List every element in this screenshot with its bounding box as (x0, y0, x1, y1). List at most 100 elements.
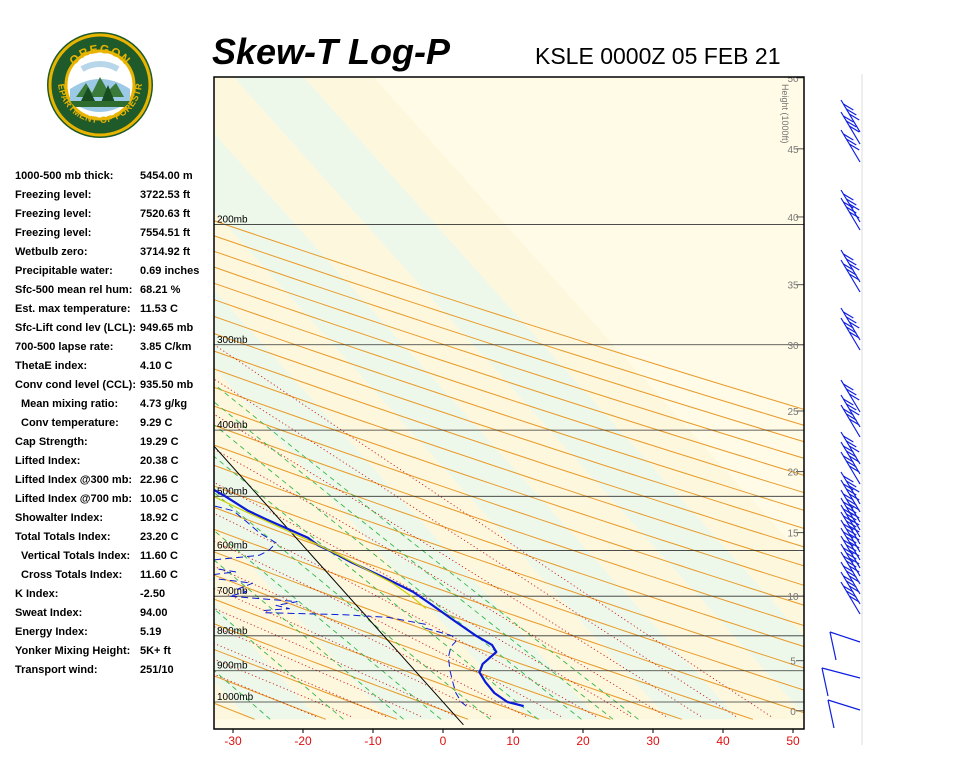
wind-barb (840, 561, 861, 595)
wind-barb-feather (843, 201, 854, 209)
wind-barb-feather (846, 198, 857, 206)
wind-barb (840, 317, 861, 351)
index-label: Showalter Index: (15, 512, 104, 524)
index-row: Sfc-500 mean rel hum: 68.21 % (15, 284, 215, 303)
index-row: Yonker Mixing Height: 5K+ ft (15, 645, 215, 664)
wind-barb-staff (840, 249, 861, 283)
wind-barb-feather (846, 506, 857, 514)
oregon-department-of-forestry-logo: OREGON DEPARTMENT OF FORESTRY (46, 31, 153, 138)
index-label: Wetbulb zero: (15, 246, 88, 258)
wind-barb-feather (843, 253, 854, 261)
height-tick-label: 5 (790, 657, 796, 668)
index-label: Lifted Index @300 mb: (15, 474, 133, 486)
wind-barb-staff (840, 394, 861, 428)
index-value: 3.85 C/km (140, 341, 192, 353)
dry-adiabat (214, 250, 804, 443)
wind-barb (840, 497, 861, 531)
index-row: Showalter Index: 18.92 C (15, 512, 215, 531)
dry-adiabat (214, 444, 804, 648)
index-value: 20.38 C (140, 455, 179, 467)
height-tick-label: 35 (787, 281, 799, 292)
mixing-ratio-label: 5 (72, 374, 85, 386)
isobar-label: 400mb (217, 420, 248, 431)
index-value: 11.53 C (140, 303, 178, 315)
wind-barb-staff (840, 571, 861, 605)
dry-adiabat (214, 551, 682, 720)
wind-barb-feather (846, 108, 857, 116)
x-tick-label: -30 (224, 734, 242, 748)
dry-adiabat (214, 598, 540, 720)
index-row: 700-500 lapse rate: 3.85 C/km (15, 341, 215, 360)
wind-barb (821, 667, 861, 697)
index-label: Yonker Mixing Height: (15, 645, 131, 657)
station-time-label: KSLE 0000Z 05 FEB 21 (535, 43, 781, 69)
wind-barb-feather (843, 398, 854, 406)
wind-barb-feather (848, 525, 860, 533)
isobar-label: 900mb (217, 661, 248, 672)
index-row: Freezing level: 7520.63 ft (15, 208, 215, 227)
wind-barb-column (821, 74, 863, 745)
index-label: Sweat Index: (15, 607, 83, 619)
wind-barb-feather (843, 515, 854, 523)
index-value: 251/10 (140, 664, 174, 676)
dry-adiabat (214, 386, 804, 586)
index-row: Freezing level: 7554.51 ft (15, 227, 215, 246)
wind-barb-feather (843, 555, 854, 563)
height-tick-label: 0 (790, 707, 796, 718)
index-value: 0.69 inches (140, 265, 200, 277)
index-label: 700-500 lapse rate: (15, 341, 114, 353)
axis-labels: -30 -20 -10 0 10 20 30 40 50 (224, 729, 800, 748)
index-row: Lifted Index: 20.38 C (15, 455, 215, 474)
dry-adiabat (214, 220, 804, 410)
index-label: Lifted Index: (15, 455, 81, 467)
mixing-ratio-line (214, 491, 491, 720)
wind-barb-staff (840, 307, 861, 341)
index-row: Energy Index: 5.19 (15, 626, 215, 645)
wind-barb-staff (840, 111, 861, 145)
dry-adiabat (214, 235, 804, 426)
wind-barb-feather (848, 331, 860, 339)
index-row: Vertical Totals Index: 11.60 C (15, 550, 215, 569)
index-label: Cap Strength: (15, 436, 88, 448)
wind-barb-feather (848, 549, 860, 557)
dry-adiabat (214, 368, 804, 567)
mixing-ratio-label-group: 3 (29, 374, 42, 386)
isobar-label: 300mb (217, 335, 248, 346)
wind-barb (827, 699, 861, 729)
temperature-band (214, 680, 249, 720)
index-label: Sfc-500 mean rel hum: (15, 284, 133, 296)
wind-barb (840, 571, 861, 605)
index-label: ThetaE index: (15, 360, 88, 372)
index-value: -2.50 (140, 588, 166, 600)
index-row: Lifted Index @300 mb: 22.96 C (15, 474, 215, 493)
index-label: Conv temperature: (21, 417, 119, 429)
x-tick-label: -10 (364, 734, 382, 748)
index-value: 9.29 C (140, 417, 173, 429)
stability-indices-panel: 1000-500 mb thick: 5454.00 m Freezing leve… (15, 170, 215, 683)
wind-barb-feather (848, 575, 860, 583)
height-tick-label: 20 (787, 468, 799, 479)
height-axis-label-group: Height (1000ft) (780, 84, 790, 144)
wind-barb (840, 197, 861, 231)
wind-barb-staff (840, 441, 861, 475)
index-label: K Index: (15, 588, 59, 600)
index-label: Energy Index: (15, 626, 88, 638)
temperature-band (214, 289, 599, 720)
wind-barb-feather (848, 503, 860, 511)
index-row: Mean mixing ratio: 4.73 g/kg (15, 398, 215, 417)
moist-adiabat (214, 344, 772, 717)
wind-barb (840, 129, 861, 163)
wind-barb-staff (840, 497, 861, 531)
index-row: Sweat Index: 94.00 (15, 607, 215, 626)
index-label: Lifted Index @700 mb: (15, 493, 133, 505)
wind-barb-feather (848, 393, 860, 401)
background-grid: 0.4123581000mb900mb800mb700mb600mb500mb4… (29, 77, 804, 726)
wind-barb-feather (843, 531, 854, 539)
wind-barb-feather (843, 508, 854, 516)
isobar-label: 700mb (217, 586, 248, 597)
x-tick-label: 40 (716, 734, 730, 748)
wind-barb-feather (846, 560, 857, 568)
index-row: Precipitable water: 0.69 inches (15, 265, 215, 284)
wind-barb-feather (848, 557, 860, 565)
